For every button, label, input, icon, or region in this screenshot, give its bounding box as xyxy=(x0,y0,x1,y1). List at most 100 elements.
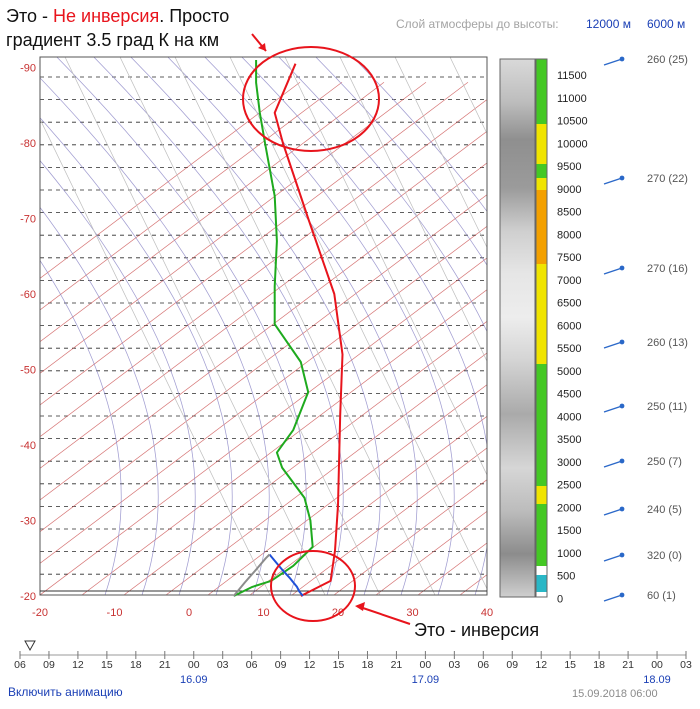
height-scale: 1150011000105001000095009000850080007500… xyxy=(499,58,588,605)
wind-label: 260 (25) xyxy=(647,54,688,66)
wind-label: 260 (13) xyxy=(647,337,688,349)
adiabat-line xyxy=(40,206,159,595)
profile-line-1 xyxy=(273,63,344,597)
timestamp: 15.09.2018 06:00 xyxy=(572,688,658,700)
time-hour-label: 12 xyxy=(72,659,84,671)
wind-strip-segment xyxy=(536,504,547,566)
wind-strip-segment xyxy=(536,486,547,504)
isotherm-line xyxy=(291,447,487,595)
isotherm-line xyxy=(40,99,487,438)
x-tick-label: 0 xyxy=(186,607,192,619)
isotherm-line xyxy=(40,82,427,374)
time-hour-label: 00 xyxy=(188,659,200,671)
height-label: 2500 xyxy=(557,480,581,492)
time-hour-label: 09 xyxy=(43,659,55,671)
height-label: 10500 xyxy=(557,116,588,128)
time-hour-label: 18 xyxy=(362,659,374,671)
wind-station-dot xyxy=(619,403,625,409)
time-hour-label: 21 xyxy=(622,659,634,671)
height-label: 7500 xyxy=(557,252,581,264)
wind-label: 270 (22) xyxy=(647,173,688,185)
wind-label: 250 (7) xyxy=(647,456,682,468)
profile-line-4 xyxy=(232,553,271,597)
wind-strip-segment xyxy=(536,124,547,164)
annotation-arrow-bottom xyxy=(356,605,411,625)
wind-barb-icon xyxy=(603,554,623,562)
height-scale-bar xyxy=(499,58,536,598)
adiabat-line xyxy=(130,57,381,595)
wind-strip-segment xyxy=(536,264,547,364)
height-label: 3000 xyxy=(557,457,581,469)
wind-label: 320 (0) xyxy=(647,550,682,562)
adiabat-line xyxy=(167,57,418,595)
annotation-bottom: Это - инверсия xyxy=(414,620,540,640)
annotation-marks xyxy=(242,33,411,625)
time-date-label: 18.09 xyxy=(643,674,671,686)
annotation-arrowhead-top xyxy=(258,43,266,51)
wind-station-dot xyxy=(619,552,625,558)
isotherm-line xyxy=(40,257,487,595)
wind-barb-icon xyxy=(603,405,623,413)
wind-label: 270 (16) xyxy=(647,263,688,275)
wind-barb-icon xyxy=(603,460,623,468)
wind-barb-icon xyxy=(603,58,623,66)
animation-toggle-link[interactable]: Включить анимацию xyxy=(8,685,123,699)
wind-label: 60 (1) xyxy=(647,590,676,602)
height-label: 10000 xyxy=(557,138,588,150)
y-tick-label: -70 xyxy=(20,214,36,226)
mixing-ratio-line xyxy=(339,57,487,362)
mixing-ratio-line xyxy=(394,57,487,249)
plot-area xyxy=(39,56,488,596)
y-tick-label: -40 xyxy=(20,440,36,452)
x-tick-label: 10 xyxy=(257,607,269,619)
time-hour-label: 00 xyxy=(420,659,432,671)
horizontal-grid xyxy=(40,76,487,575)
isotherm-line xyxy=(40,82,385,343)
time-date-label: 17.09 xyxy=(412,674,440,686)
adiabat-line xyxy=(40,259,122,595)
time-hour-label: 15 xyxy=(101,659,113,671)
time-slider-handle xyxy=(24,640,36,652)
time-hour-label: 06 xyxy=(246,659,258,671)
height-label: 9500 xyxy=(557,161,581,173)
y-tick-label: -90 xyxy=(20,63,36,75)
mixing-ratio-line xyxy=(229,57,487,590)
wind-strip-segment xyxy=(536,364,547,554)
time-hour-label: 15 xyxy=(333,659,345,671)
wind-column: 260 (25) 270 (22) 270 (16) 260 (13) 250 (11)… xyxy=(603,54,688,602)
isotherm-line xyxy=(40,194,487,533)
wind-label: 250 (11) xyxy=(647,401,687,413)
wind-station-dot xyxy=(619,506,625,512)
x-tick-label: -20 xyxy=(32,607,48,619)
adiabat-line xyxy=(40,160,196,595)
height-label: 2000 xyxy=(557,502,581,514)
height-label: 500 xyxy=(557,571,575,583)
time-axis[interactable]: 06 09 12 15 18 21 00 03 06 09 12 15 18 21 00 03 06 09 12 15… xyxy=(14,640,692,686)
layer-label: Слой атмосферы до высоты: xyxy=(396,17,559,31)
time-hour-label: 00 xyxy=(651,659,663,671)
adiabat-line xyxy=(93,57,344,595)
wind-station-dot xyxy=(619,339,625,345)
isotherm-line xyxy=(40,82,343,311)
isotherm-line xyxy=(333,479,487,595)
wind-strip-segment xyxy=(536,190,547,264)
wind-barb-icon xyxy=(603,267,623,275)
height-label: 8000 xyxy=(557,229,581,241)
adiabat-line xyxy=(352,57,487,213)
layer-option-12000[interactable]: 12000 м xyxy=(586,17,631,31)
isotherm-line xyxy=(81,289,487,595)
layer-option-6000[interactable]: 6000 м xyxy=(647,17,686,31)
mixing-ratio-line xyxy=(119,57,381,595)
time-hour-label: 12 xyxy=(304,659,316,671)
isotherms xyxy=(40,82,487,595)
height-label: 1500 xyxy=(557,525,581,537)
mixing-ratio-lines xyxy=(40,57,487,595)
height-label: 6500 xyxy=(557,298,581,310)
height-label: 11000 xyxy=(557,93,587,105)
height-label: 4000 xyxy=(557,411,581,423)
time-hour-label: 15 xyxy=(564,659,576,671)
isotherm-line xyxy=(249,415,487,595)
isotherm-line xyxy=(123,320,487,595)
